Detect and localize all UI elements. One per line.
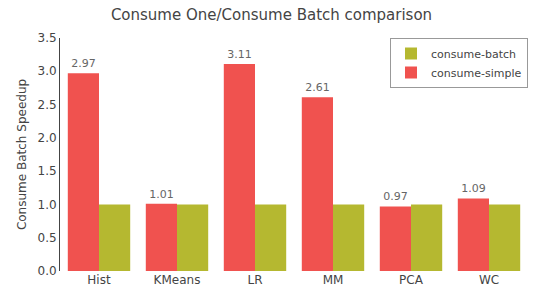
- svg-text:1.5: 1.5: [38, 164, 57, 178]
- svg-text:2.5: 2.5: [38, 98, 57, 112]
- svg-text:MM: MM: [323, 273, 344, 287]
- svg-text:0.0: 0.0: [38, 264, 57, 278]
- svg-text:0.97: 0.97: [383, 190, 408, 203]
- svg-text:PCA: PCA: [399, 273, 424, 287]
- svg-text:1.09: 1.09: [461, 182, 486, 195]
- svg-text:Hist: Hist: [87, 273, 111, 287]
- svg-text:Consume One/Consume Batch comp: Consume One/Consume Batch comparison: [111, 6, 432, 24]
- svg-text:WC: WC: [479, 273, 499, 287]
- svg-text:3.11: 3.11: [227, 48, 252, 61]
- svg-text:1.0: 1.0: [38, 198, 57, 212]
- svg-text:consume-batch: consume-batch: [431, 48, 516, 61]
- svg-text:2.61: 2.61: [305, 81, 330, 94]
- svg-text:0.5: 0.5: [38, 231, 57, 245]
- svg-text:3.0: 3.0: [38, 64, 57, 78]
- svg-text:2.0: 2.0: [38, 131, 57, 145]
- svg-text:1.01: 1.01: [149, 188, 174, 201]
- svg-text:2.97: 2.97: [71, 57, 96, 70]
- svg-text:Consume Batch Speedup: Consume Batch Speedup: [15, 79, 29, 230]
- svg-text:LR: LR: [247, 273, 262, 287]
- svg-text:3.5: 3.5: [38, 31, 57, 45]
- svg-text:consume-simple: consume-simple: [431, 67, 521, 80]
- svg-text:KMeans: KMeans: [154, 273, 201, 287]
